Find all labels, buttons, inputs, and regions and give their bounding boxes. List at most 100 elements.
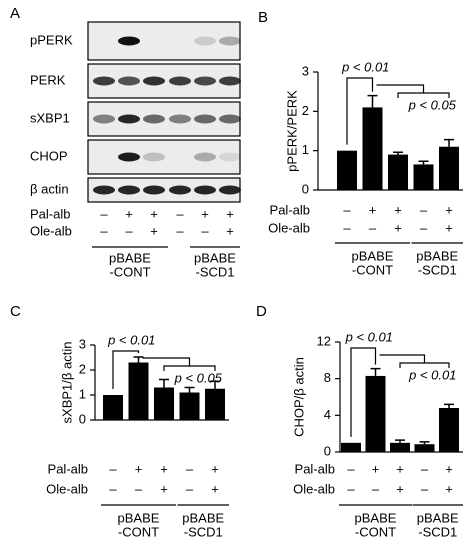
condition-sign: + [150,223,158,238]
error-bar [370,367,381,376]
y-tick-label: 1 [79,386,86,401]
group-label: pBABE [182,510,224,525]
condition-sign: + [211,461,219,476]
bar [414,444,435,452]
condition-sign: + [201,206,209,221]
condition-sign: + [396,481,404,496]
bar [390,442,410,452]
annotation: p < 0.01 [345,329,393,344]
group-label: pBABE [416,248,458,263]
bar [103,395,123,420]
group-label: -CONT [118,524,159,539]
condition-sign: – [176,223,184,238]
blot-band [118,76,140,86]
group-label: pBABE [118,510,160,525]
group-label: -SCD1 [195,264,234,279]
group-label: pBABE [109,250,151,265]
blot-band [118,36,140,46]
group-label: -SCD1 [184,524,223,539]
panel-letter: B [258,9,268,26]
condition-sign: – [421,481,429,496]
blot-label: pPERK [30,32,73,47]
blot-box [87,21,241,61]
blot-label: β actin [30,181,69,196]
bar [205,388,225,420]
blot-band [143,76,165,86]
y-axis-label: sXBP1/β actin [59,342,74,424]
condition-sign: + [445,202,453,217]
blot-band [118,152,140,162]
blot-band [118,185,140,195]
blot-band [219,76,241,86]
condition-sign: + [369,202,377,217]
blot-band [169,76,191,86]
condition-name: Pal-alb [270,202,310,217]
bracket [379,354,450,368]
condition-sign: – [201,223,209,238]
annotation: p < 0.05 [408,97,457,112]
condition-sign: – [135,481,143,496]
group-label: -SCD1 [418,524,457,539]
y-tick-label: 3 [79,336,86,351]
group-label: -CONT [355,524,396,539]
condition-sign: + [211,481,219,496]
annotation: p < 0.01 [408,367,456,382]
condition-sign: + [372,461,380,476]
blot-band [219,36,241,46]
condition-sign: – [109,461,117,476]
group-label: -CONT [352,262,393,277]
panel-letter: A [10,5,20,22]
condition-sign: – [100,223,108,238]
blot-band [194,36,216,46]
bar [179,392,200,420]
condition-sign: + [160,481,168,496]
group-label: pBABE [352,248,394,263]
condition-sign: + [445,220,453,235]
condition-sign: + [226,223,234,238]
condition-sign: + [160,461,168,476]
condition-sign: + [394,220,402,235]
y-tick-label: 2 [79,361,86,376]
condition-name: Ole-alb [30,223,72,238]
y-tick-label: 0 [79,411,86,426]
blot-band [169,114,191,124]
condition-name: Ole-alb [268,220,310,235]
condition-name: Ole-alb [46,481,88,496]
group-label: -SCD1 [418,262,457,277]
blot-band [93,76,115,86]
blot-band [143,152,165,162]
blot-label: CHOP [30,148,68,163]
bar [439,146,459,190]
annotation: p < 0.01 [107,332,155,347]
blot-label: sXBP1 [30,110,70,125]
condition-sign: – [109,481,117,496]
bracket [376,84,450,98]
bar [362,107,383,190]
bar [128,362,149,420]
error-bar [159,378,169,388]
error-bar [419,441,430,445]
bar [337,150,357,190]
condition-sign: + [226,206,234,221]
bracket [142,357,216,371]
bracket [346,77,374,145]
condition-sign: + [125,206,133,221]
blot-band [194,76,216,86]
condition-sign: – [347,481,355,496]
condition-name: Pal-alb [295,461,335,476]
condition-sign: – [421,461,429,476]
bar [365,375,386,452]
y-tick-label: 8 [324,370,331,385]
error-bar [184,386,195,393]
condition-sign: + [445,461,453,476]
condition-sign: – [343,220,351,235]
error-bar [418,160,429,165]
condition-sign: – [343,202,351,217]
y-tick-label: 3 [302,63,309,78]
panel-letter: C [10,303,21,320]
group-label: pBABE [355,510,397,525]
condition-sign: – [420,202,428,217]
error-bar [395,439,405,443]
condition-name: Pal-alb [48,461,88,476]
